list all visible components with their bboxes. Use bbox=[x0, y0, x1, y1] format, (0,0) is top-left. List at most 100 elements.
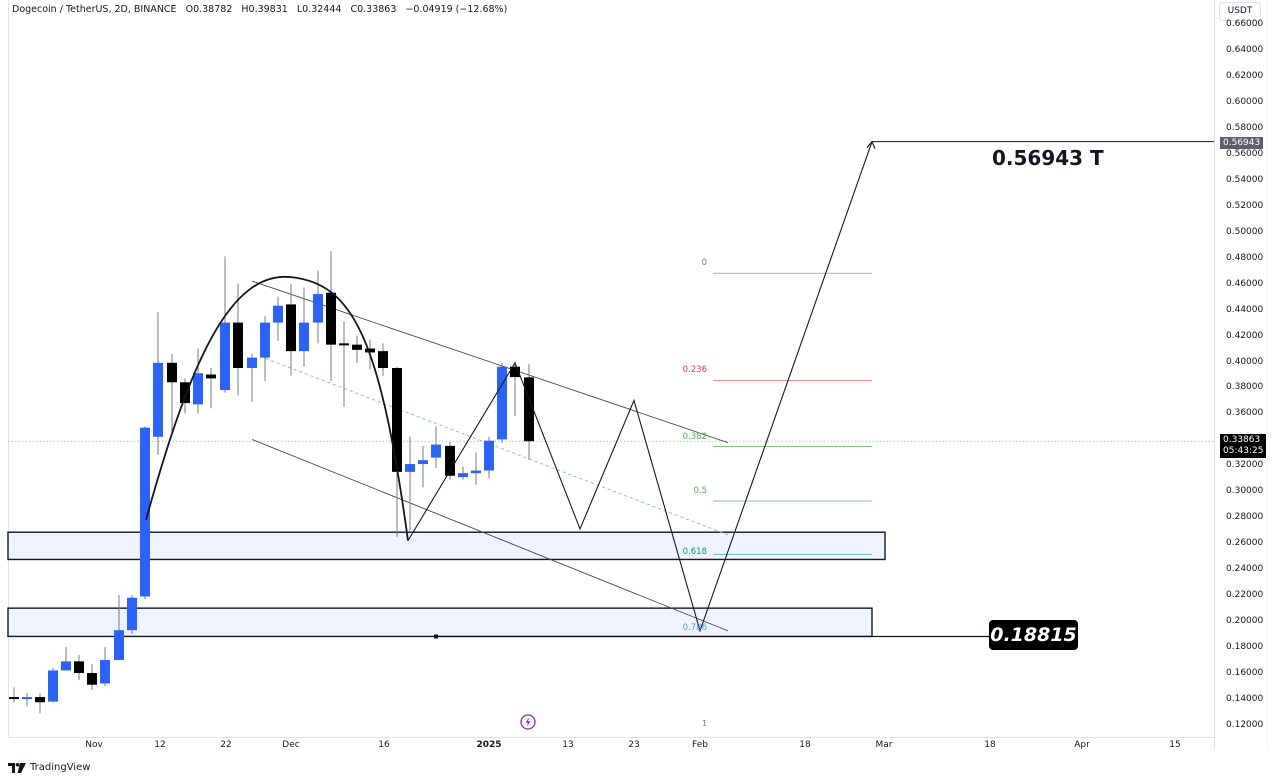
lightning-event-icon[interactable] bbox=[520, 714, 536, 730]
time-tick: 15 bbox=[1169, 740, 1181, 750]
rounded-top-arc bbox=[145, 276, 409, 541]
price-tick: 0.50000 bbox=[1226, 226, 1264, 237]
price-tick: 0.16000 bbox=[1226, 668, 1264, 679]
candle-body bbox=[167, 362, 177, 383]
candle-body bbox=[392, 368, 402, 472]
candle-body bbox=[9, 697, 19, 700]
candle-body bbox=[431, 444, 441, 458]
time-tick: 12 bbox=[154, 740, 166, 750]
fib-level-label: 0.382 bbox=[682, 431, 707, 442]
candle-body bbox=[458, 473, 468, 478]
symbol-name: Dogecoin / TetherUS, 2D, BINANCE bbox=[12, 4, 177, 15]
ohlc-low: L0.32444 bbox=[296, 4, 342, 15]
time-tick: Nov bbox=[85, 740, 103, 750]
price-tick: 0.30000 bbox=[1226, 486, 1264, 497]
price-tick: 0.62000 bbox=[1226, 70, 1264, 81]
candle-body bbox=[471, 470, 481, 474]
price-tick: 0.66000 bbox=[1226, 19, 1264, 30]
candle-body bbox=[273, 305, 283, 323]
symbol-header: Dogecoin / TetherUS, 2D, BINANCE O0.3878… bbox=[12, 4, 513, 15]
candle-body bbox=[220, 322, 230, 391]
price-tick: 0.58000 bbox=[1226, 122, 1264, 133]
time-tick: Mar bbox=[875, 740, 893, 750]
price-tick: 0.56000 bbox=[1226, 148, 1264, 159]
price-axis[interactable] bbox=[1214, 0, 1268, 750]
price-tick: 0.64000 bbox=[1226, 45, 1264, 55]
price-tick: 0.28000 bbox=[1226, 512, 1264, 523]
candle-body bbox=[484, 440, 494, 471]
price-tick: 0.20000 bbox=[1226, 616, 1264, 627]
candle-body bbox=[61, 661, 71, 671]
price-tick: 0.36000 bbox=[1226, 408, 1264, 419]
candle-body bbox=[100, 660, 110, 684]
price-tick: 0.12000 bbox=[1226, 719, 1264, 730]
price-tick: 0.54000 bbox=[1226, 174, 1264, 185]
price-tick: 0.46000 bbox=[1226, 278, 1264, 289]
price-tick: 0.26000 bbox=[1226, 538, 1264, 549]
price-tick: 0.60000 bbox=[1226, 96, 1264, 107]
candle-body bbox=[365, 348, 375, 353]
ohlc-open: O0.38782 bbox=[185, 4, 233, 15]
demand-zone bbox=[7, 531, 886, 561]
candle-body bbox=[445, 445, 455, 476]
candle-body bbox=[405, 464, 415, 472]
time-tick: 2025 bbox=[476, 740, 502, 750]
time-tick: Feb bbox=[692, 740, 708, 750]
candle-body bbox=[22, 697, 32, 700]
candle-body bbox=[286, 304, 296, 352]
time-axis[interactable] bbox=[8, 737, 1214, 752]
price-tick: 0.44000 bbox=[1226, 304, 1264, 315]
fib-level-label: 0.618 bbox=[682, 547, 707, 558]
price-tick: 0.14000 bbox=[1226, 694, 1264, 704]
channel-upper-line bbox=[251, 280, 729, 444]
price-tick: 0.42000 bbox=[1226, 330, 1264, 341]
arrow-head-icon bbox=[866, 140, 876, 149]
candle-body bbox=[74, 661, 84, 674]
current-price-label: 0.33863 05:43:25 bbox=[1220, 434, 1267, 458]
candle-body bbox=[153, 362, 163, 437]
candle-body bbox=[206, 374, 216, 379]
chart-canvas[interactable] bbox=[8, 0, 1215, 737]
target-annotation: 0.56943 T bbox=[992, 146, 1104, 170]
time-tick: 18 bbox=[799, 740, 811, 750]
event-marker-label: 1 bbox=[702, 719, 708, 728]
candle-body bbox=[114, 630, 124, 661]
tradingview-brand[interactable]: TradingView bbox=[8, 762, 90, 773]
demand-zone bbox=[7, 607, 873, 638]
fib-level-label: 0.786 bbox=[682, 622, 707, 633]
candle-body bbox=[299, 322, 309, 352]
candle-body bbox=[378, 351, 388, 369]
candle-body bbox=[87, 673, 97, 685]
ohlc-high: H0.39831 bbox=[241, 4, 288, 15]
price-tick: 0.48000 bbox=[1226, 252, 1264, 263]
ohlc-close: C0.33863 bbox=[350, 4, 397, 15]
price-tick: 0.40000 bbox=[1226, 356, 1264, 367]
candle-body bbox=[313, 294, 323, 323]
target-price-label: 0.56943 bbox=[1220, 137, 1264, 149]
candle-body bbox=[260, 322, 270, 358]
fib-level-label: 0.5 bbox=[693, 486, 707, 497]
brand-name: TradingView bbox=[30, 762, 91, 773]
time-tick: 18 bbox=[984, 740, 996, 750]
price-tick: 0.24000 bbox=[1226, 564, 1264, 575]
time-tick: 16 bbox=[378, 740, 390, 750]
projection-path bbox=[407, 141, 873, 633]
candle-body bbox=[326, 292, 336, 345]
candle-body bbox=[140, 427, 150, 597]
current-price-value: 0.33863 bbox=[1223, 435, 1261, 445]
time-tick: 22 bbox=[220, 740, 232, 750]
currency-button[interactable]: USDT bbox=[1219, 2, 1261, 21]
candle-body bbox=[510, 366, 520, 378]
time-tick: 13 bbox=[562, 740, 574, 750]
bar-countdown: 05:43:25 bbox=[1223, 446, 1264, 456]
candle-body bbox=[233, 322, 243, 369]
price-tick: 0.22000 bbox=[1226, 590, 1264, 601]
ohlc-change: −0.04919 (−12.68%) bbox=[405, 4, 508, 15]
fib-level-label: 0.236 bbox=[682, 365, 707, 376]
stop-anchor bbox=[434, 634, 438, 639]
candle-body bbox=[48, 670, 58, 702]
candle-body bbox=[35, 697, 45, 703]
candle-body bbox=[497, 366, 507, 440]
time-tick: Dec bbox=[282, 740, 300, 750]
